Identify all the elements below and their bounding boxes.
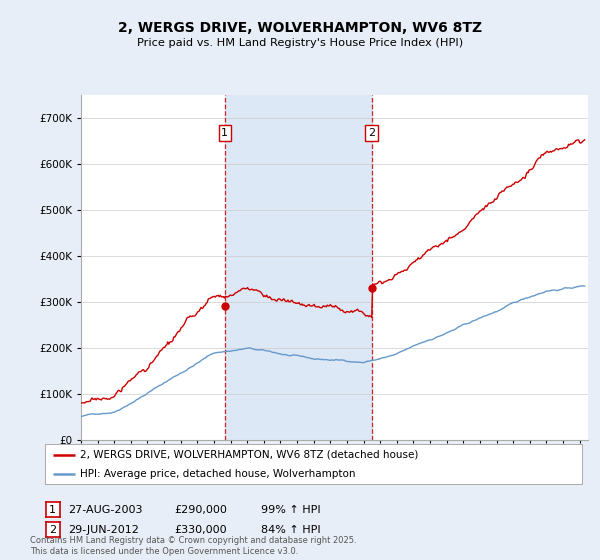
Text: 84% ↑ HPI: 84% ↑ HPI: [261, 525, 320, 535]
Text: 2: 2: [49, 525, 56, 535]
Text: Contains HM Land Registry data © Crown copyright and database right 2025.
This d: Contains HM Land Registry data © Crown c…: [30, 536, 356, 556]
Text: £330,000: £330,000: [174, 525, 227, 535]
Bar: [225, 95, 372, 440]
Text: 1: 1: [49, 505, 56, 515]
Text: 2: 2: [368, 128, 375, 138]
Text: 2, WERGS DRIVE, WOLVERHAMPTON, WV6 8TZ (detached house): 2, WERGS DRIVE, WOLVERHAMPTON, WV6 8TZ (…: [80, 450, 418, 460]
Text: 1: 1: [221, 128, 228, 138]
Text: 2, WERGS DRIVE, WOLVERHAMPTON, WV6 8TZ: 2, WERGS DRIVE, WOLVERHAMPTON, WV6 8TZ: [118, 21, 482, 35]
Text: 99% ↑ HPI: 99% ↑ HPI: [261, 505, 320, 515]
Text: HPI: Average price, detached house, Wolverhampton: HPI: Average price, detached house, Wolv…: [80, 469, 355, 478]
Text: 27-AUG-2003: 27-AUG-2003: [68, 505, 142, 515]
Text: Price paid vs. HM Land Registry's House Price Index (HPI): Price paid vs. HM Land Registry's House …: [137, 38, 463, 48]
Text: 29-JUN-2012: 29-JUN-2012: [68, 525, 139, 535]
Text: £290,000: £290,000: [174, 505, 227, 515]
